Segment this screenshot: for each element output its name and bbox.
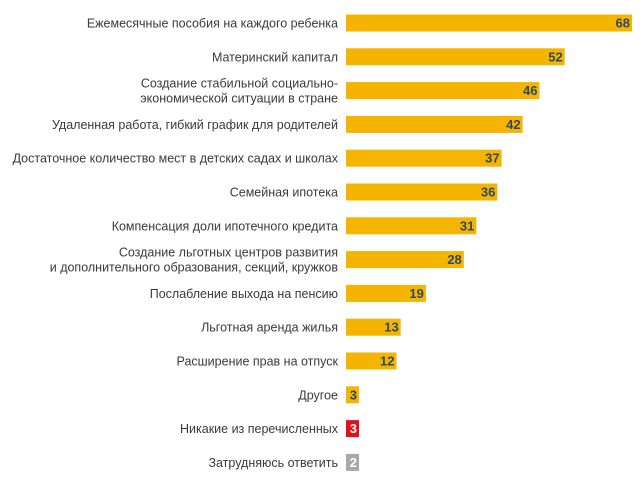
bar-12 [346, 420, 359, 438]
category-label-line: Создание льготных центров развития [119, 246, 338, 260]
bar-3 [346, 115, 523, 133]
value-label-7: 28 [447, 252, 461, 267]
value-label-10: 12 [380, 354, 394, 369]
value-label-6: 31 [460, 218, 474, 233]
category-label-6: Компенсация доли ипотечного кредита [112, 219, 338, 233]
category-label-line: экономической ситуации в стране [140, 92, 338, 106]
bar-6 [346, 217, 477, 235]
category-label-8: Послабление выхода на пенсию [150, 287, 338, 301]
bar-8 [346, 284, 426, 302]
value-label-13: 2 [350, 455, 357, 470]
bar-5 [346, 183, 498, 201]
category-label-11: Другое [298, 388, 338, 402]
bar-4 [346, 149, 502, 167]
category-label-line: Затрудняюсь ответить [208, 456, 338, 470]
value-label-3: 42 [506, 117, 520, 132]
bar-10 [346, 352, 397, 370]
value-label-1: 52 [548, 49, 562, 64]
category-label-line: Расширение прав на отпуск [177, 355, 339, 369]
category-label-line: Создание стабильной социально- [141, 77, 338, 91]
bar-13 [346, 453, 359, 471]
value-label-0: 68 [616, 16, 630, 31]
value-label-4: 37 [485, 151, 499, 166]
bar-0 [346, 14, 632, 32]
category-label-7: Создание льготных центров развития и допо… [50, 246, 339, 275]
category-label-line: Другое [298, 388, 338, 402]
category-label-line: Удаленная работа, гибкий график для роди… [52, 118, 338, 132]
category-label-line: Льготная аренда жилья [201, 321, 338, 335]
category-label-10: Расширение прав на отпуск [177, 355, 339, 369]
category-label-line: Ежемесячные пособия на каждого ребенка [87, 17, 338, 31]
value-label-11: 3 [350, 387, 357, 402]
category-label-1: Материнский капитал [212, 50, 338, 64]
category-label-line: и дополнительного образования, секций, к… [50, 261, 339, 275]
bar-11 [346, 386, 359, 404]
category-label-line: Компенсация доли ипотечного кредита [112, 219, 338, 233]
value-label-12: 3 [350, 421, 357, 436]
bar-7 [346, 251, 464, 269]
category-label-4: Достаточное количество мест в детских са… [13, 152, 339, 166]
category-label-12: Никакие из перечисленных [180, 422, 339, 436]
value-label-8: 19 [409, 286, 423, 301]
bar-2 [346, 82, 540, 100]
category-label-0: Ежемесячные пособия на каждого ребенка [87, 17, 338, 31]
category-label-5: Семейная ипотека [230, 186, 338, 200]
bar-9 [346, 318, 401, 336]
category-label-line: Семейная ипотека [230, 186, 338, 200]
category-label-line: Достаточное количество мест в детских са… [13, 152, 339, 166]
category-label-2: Создание стабильной социально-экономичес… [140, 77, 338, 106]
category-label-line: Послабление выхода на пенсию [150, 287, 338, 301]
value-label-5: 36 [481, 185, 495, 200]
category-label-line: Материнский капитал [212, 50, 338, 64]
value-label-2: 46 [523, 83, 537, 98]
category-label-9: Льготная аренда жилья [201, 321, 338, 335]
value-label-9: 13 [384, 320, 398, 335]
category-label-13: Затрудняюсь ответить [208, 456, 338, 470]
category-label-3: Удаленная работа, гибкий график для роди… [52, 118, 338, 132]
category-label-line: Никакие из перечисленных [180, 422, 339, 436]
bar-1 [346, 48, 565, 66]
